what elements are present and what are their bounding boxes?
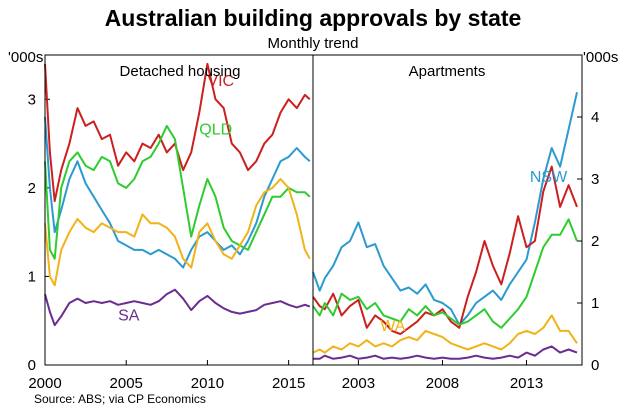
y-tick-label-apartments: 4 [591,109,599,126]
y-tick-label-apartments: 1 [591,295,599,312]
series-line-wa-detached-housing [44,178,311,287]
series-label-nsw-apartments: NSW [530,169,568,186]
series-line-sa-apartments [313,345,578,360]
series-line-nsw-apartments [312,91,578,326]
panel-title-apartments: Apartments [409,63,486,80]
series-line-sa-detached-housing [44,288,311,327]
series-line-wa-apartments [312,314,578,354]
series-line-qld-apartments [312,218,578,329]
series-line-vic-apartments [312,165,578,335]
y-tick-label-apartments: 2 [591,233,599,250]
left-axis-unit: '000s [8,49,43,66]
series-label-sa-detached-housing: SA [118,308,140,325]
y-tick-label-detached-housing: 2 [28,180,36,197]
series-label-vic-detached-housing: VIC [207,73,234,90]
y-tick-label-apartments: 0 [591,357,599,374]
detached-housing-panel: 0 1 2 3 2000 2005 2010 2015 VIC QLD SA [28,62,311,392]
series-line-qld-detached-housing [44,124,311,260]
x-tick-label-detached-housing: 2015 [272,375,305,392]
right-axis-unit: '000s [583,49,618,66]
chart-title: Australian building approvals by state [105,5,522,31]
y-tick-label-detached-housing: 3 [28,91,36,108]
apartments-panel: 0 1 2 3 4 2003 2008 2013 NSW WA [312,91,599,392]
series-label-qld-detached-housing: QLD [199,122,232,139]
chart-source: Source: ABS; via CP Economics [34,392,206,406]
y-tick-label-detached-housing: 0 [28,357,36,374]
x-tick-label-apartments: 2003 [342,375,375,392]
x-tick-label-detached-housing: 2005 [110,375,143,392]
panel-title-detached: Detached housing [120,63,241,80]
y-tick-label-detached-housing: 1 [28,268,36,285]
x-tick-label-apartments: 2013 [510,375,543,392]
series-label-wa-apartments: WA [380,318,406,335]
x-tick-label-detached-housing: 2000 [28,375,61,392]
chart-subtitle: Monthly trend [268,35,359,52]
x-tick-label-apartments: 2008 [426,375,459,392]
x-tick-label-detached-housing: 2010 [191,375,224,392]
y-tick-label-apartments: 3 [591,171,599,188]
